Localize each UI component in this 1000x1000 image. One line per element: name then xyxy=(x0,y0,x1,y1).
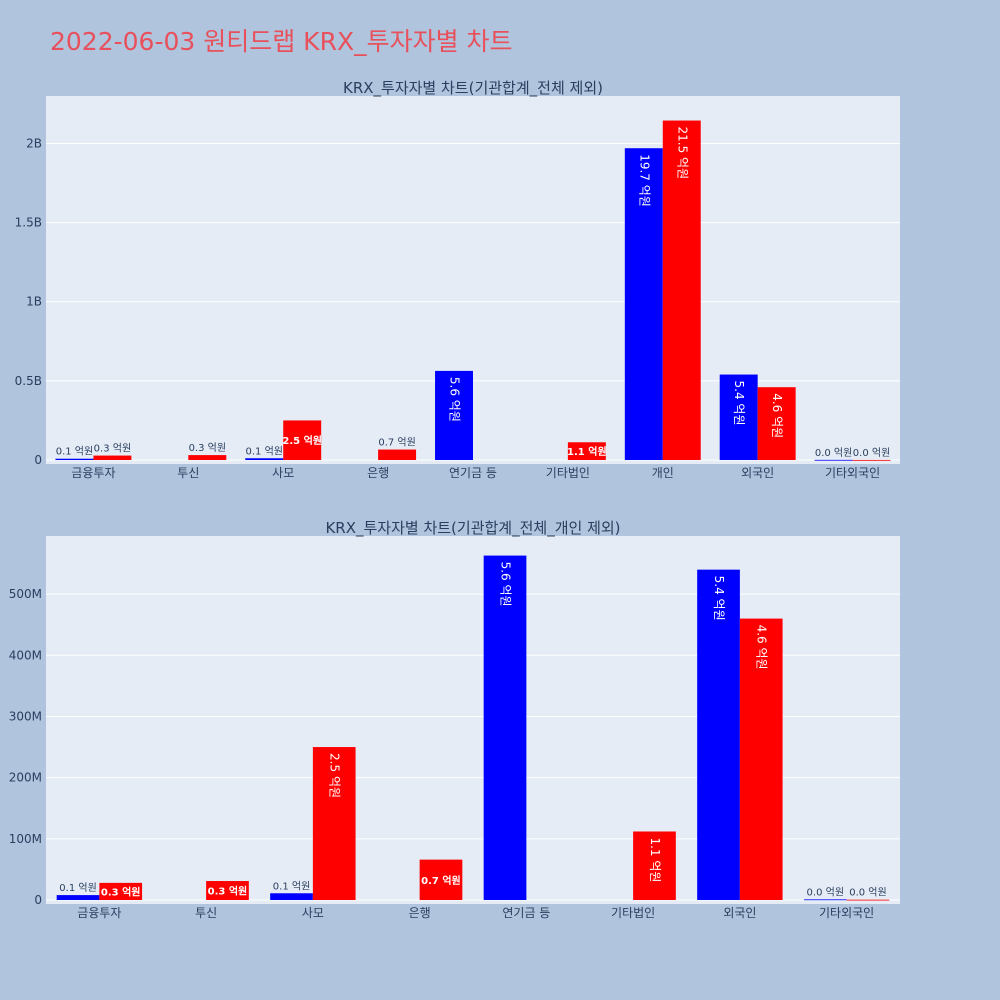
bar xyxy=(419,859,463,900)
data-label: 0.7 억원 xyxy=(378,437,415,449)
data-label: 0.3 억원 xyxy=(189,442,226,454)
bar xyxy=(55,458,94,460)
bar xyxy=(803,899,847,901)
data-label: 19.7 억원 xyxy=(637,154,651,207)
bar xyxy=(93,455,132,460)
x-tick-label: 금융투자 xyxy=(71,466,115,480)
bar xyxy=(483,555,527,900)
x-tick-label: 기타외국인 xyxy=(819,906,874,920)
bar xyxy=(435,370,473,460)
data-label: 0.0 억원 xyxy=(815,447,852,459)
data-label: 4.6 억원 xyxy=(770,393,784,438)
bar xyxy=(739,618,783,900)
page-title: 2022-06-03 원티드랩 KRX_투자자별 차트 xyxy=(50,27,513,56)
data-label: 0.7 억원 xyxy=(421,874,461,887)
data-label: 5.4 억원 xyxy=(712,576,726,621)
x-tick-label: 기타법인 xyxy=(546,466,590,480)
data-label: 2.5 억원 xyxy=(328,753,342,798)
y-tick-label: 200M xyxy=(9,771,42,785)
bar xyxy=(378,449,417,460)
x-tick-label: 외국인 xyxy=(741,466,774,480)
x-tick-label: 은행 xyxy=(367,465,389,480)
bar xyxy=(624,148,663,461)
y-tick-label: 2B xyxy=(26,136,42,150)
x-tick-label: 개인 xyxy=(652,466,674,480)
y-tick-label: 0 xyxy=(34,453,42,467)
chart-title-2: KRX_투자자별 차트(기관합계_전체_개인 제외) xyxy=(325,519,620,538)
data-label: 2.5 억원 xyxy=(282,434,322,447)
bar xyxy=(99,882,143,900)
x-tick-label: 사모 xyxy=(272,466,294,480)
bar xyxy=(245,458,284,460)
y-tick-label: 1B xyxy=(26,295,42,309)
data-label: 1.1 억원 xyxy=(567,445,607,458)
bar xyxy=(757,387,796,460)
x-tick-label: 금융투자 xyxy=(77,906,121,920)
bar xyxy=(567,442,606,460)
x-tick-label: 사모 xyxy=(302,906,324,920)
y-tick-label: 0 xyxy=(34,893,42,907)
bar xyxy=(697,569,740,900)
data-label: 0.1 억원 xyxy=(246,445,283,457)
x-tick-label: 연기금 등 xyxy=(502,906,550,920)
chart-title-1: KRX_투자자별 차트(기관합계_전체 제외) xyxy=(343,79,603,98)
data-label: 5.6 억원 xyxy=(448,377,462,422)
y-tick-label: 400M xyxy=(9,648,42,662)
bar xyxy=(846,899,890,901)
x-tick-label: 투신 xyxy=(195,906,217,920)
bar xyxy=(56,895,100,900)
data-label: 0.1 억원 xyxy=(56,446,93,458)
x-tick-label: 연기금 등 xyxy=(449,466,497,480)
bar xyxy=(312,747,356,900)
y-tick-label: 1.5B xyxy=(15,216,42,230)
data-label: 0.0 억원 xyxy=(807,886,844,898)
bar xyxy=(633,831,676,900)
y-tick-label: 100M xyxy=(9,832,42,846)
y-tick-label: 500M xyxy=(9,587,42,601)
data-label: 0.0 억원 xyxy=(853,447,890,459)
y-tick-label: 300M xyxy=(9,709,42,723)
data-label: 0.1 억원 xyxy=(273,880,310,892)
data-label: 5.4 억원 xyxy=(732,381,746,426)
data-label: 0.3 억원 xyxy=(94,443,131,455)
data-label: 21.5 억원 xyxy=(675,127,689,180)
data-label: 0.1 억원 xyxy=(59,882,96,894)
bar xyxy=(188,455,227,460)
x-tick-label: 외국인 xyxy=(723,906,756,920)
data-label: 4.6 억원 xyxy=(755,625,769,670)
data-label: 5.6 억원 xyxy=(499,562,513,607)
x-tick-label: 기타외국인 xyxy=(825,466,880,480)
x-tick-label: 투신 xyxy=(177,466,199,480)
data-label: 0.0 억원 xyxy=(849,887,886,899)
y-tick-label: 0.5B xyxy=(15,374,42,388)
data-label: 0.3 억원 xyxy=(101,885,141,898)
bar xyxy=(283,420,322,460)
data-label: 0.3 억원 xyxy=(208,885,248,898)
x-tick-label: 은행 xyxy=(409,905,431,920)
bar xyxy=(719,374,758,460)
bar xyxy=(206,881,249,900)
x-tick-label: 기타법인 xyxy=(611,906,655,920)
bar xyxy=(662,120,701,461)
data-label: 1.1 억원 xyxy=(648,837,662,882)
bar xyxy=(852,459,891,461)
bar xyxy=(814,459,853,461)
bar xyxy=(270,893,313,900)
